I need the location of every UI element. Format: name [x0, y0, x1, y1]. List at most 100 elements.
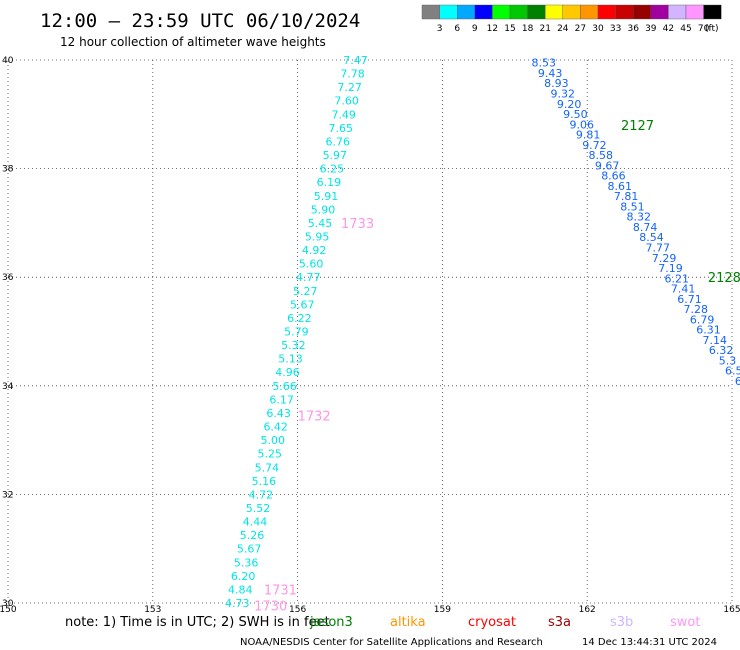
data-label: 6.19 — [317, 176, 342, 189]
y-tick-label: 36 — [2, 273, 14, 283]
legend-label: 36 — [627, 24, 639, 34]
data-label: 7.27 — [337, 81, 362, 94]
data-label: 6.5 — [725, 365, 740, 378]
x-tick-label: 159 — [434, 605, 451, 615]
legend-label: 45 — [680, 24, 691, 34]
data-label: 4.72 — [249, 488, 274, 501]
data-label: 6.21 — [665, 272, 690, 285]
legend-swatch — [668, 4, 687, 20]
pass-label: 2127 — [621, 119, 654, 134]
data-label: 6.32 — [709, 344, 734, 357]
data-label: 4.77 — [296, 271, 321, 284]
legend-label: 15 — [504, 24, 515, 34]
data-label: 7.81 — [614, 190, 639, 203]
data-label: 6.43 — [266, 407, 291, 420]
legend-label: 27 — [575, 24, 586, 34]
x-axis-ticks: 150 153 156 159 162 165 — [0, 605, 740, 615]
legend-swatch — [562, 4, 581, 20]
legend-label: 42 — [663, 24, 674, 34]
data-label: 9.06 — [570, 118, 595, 131]
legend-swatch — [650, 4, 669, 20]
legend-swatch — [597, 4, 616, 20]
y-tick-label: 40 — [2, 56, 14, 66]
data-label: 9.81 — [576, 129, 601, 142]
y-tick-label: 30 — [2, 599, 14, 609]
data-label: 5.00 — [260, 434, 285, 447]
data-label: 9.67 — [595, 159, 620, 172]
plot-frame — [7, 59, 733, 604]
data-label: 7.29 — [652, 252, 677, 265]
legend-swatch — [703, 4, 722, 20]
legend-label: 12 — [487, 24, 498, 34]
data-label: 6.71 — [677, 293, 702, 306]
y-tick-label: 38 — [2, 165, 14, 175]
data-label: 5.52 — [246, 502, 271, 515]
legend-swatch — [457, 4, 476, 20]
data-label: 5.13 — [278, 353, 303, 366]
legend-swatch — [615, 4, 634, 20]
chart-subtitle: 12 hour collection of altimeter wave hei… — [60, 35, 326, 49]
color-scale-legend: 3 6 9 12 15 18 21 24 27 30 33 36 39 42 45 70 — [421, 4, 722, 34]
data-label: 4.92 — [302, 244, 327, 257]
data-label: 6.25 — [320, 163, 345, 176]
legend-label: 18 — [522, 24, 534, 34]
data-label: 9.32 — [551, 88, 576, 101]
pass-label: 1732 — [298, 410, 331, 425]
data-label: 8.32 — [627, 211, 652, 224]
legend-label: 70 — [698, 24, 710, 34]
legend-unit: (ft) — [705, 24, 719, 34]
data-label: 5.90 — [311, 203, 336, 216]
track-1: 7.477.787.277.607.497.656.765.976.256.19… — [225, 54, 368, 610]
legend-swatch — [580, 4, 599, 20]
data-label: 4.73 — [225, 597, 250, 610]
data-label: 6.20 — [231, 570, 256, 583]
pass-label: 1731 — [264, 583, 297, 598]
data-label: 7.78 — [340, 68, 365, 81]
data-label: 8.61 — [608, 180, 633, 193]
data-label: 5.36 — [234, 556, 259, 569]
data-label: 6. — [735, 375, 740, 388]
data-label: 9.50 — [563, 108, 588, 121]
x-tick-label: 153 — [144, 605, 161, 615]
data-label: 7.47 — [343, 54, 368, 67]
data-label: 5.45 — [308, 217, 333, 230]
legend-swatch — [527, 4, 546, 20]
data-label: 5.3 — [719, 354, 737, 367]
y-axis-ticks: 30 32 34 36 38 40 — [2, 56, 14, 609]
legend-label: 30 — [592, 24, 604, 34]
data-label: 4.84 — [228, 583, 253, 596]
data-label: 7.19 — [658, 262, 683, 275]
data-label: 5.95 — [305, 230, 330, 243]
data-label: 8.66 — [601, 170, 626, 183]
data-label: 8.93 — [544, 77, 569, 90]
legend-label: 24 — [557, 24, 569, 34]
satellite-label: altika — [390, 615, 426, 630]
data-label: 5.91 — [314, 190, 339, 203]
footer-timestamp: 14 Dec 13:44:31 UTC 2024 — [582, 637, 717, 648]
data-label: 6.22 — [287, 312, 312, 325]
legend-swatch — [421, 4, 440, 20]
data-label: 7.49 — [331, 108, 356, 121]
pass-annotations: 1733 1732 1731 1730 2127 2128 — [254, 119, 740, 615]
data-label: 6.17 — [269, 393, 294, 406]
data-label: 5.67 — [290, 298, 315, 311]
x-tick-label: 150 — [0, 605, 17, 615]
satellite-label: s3b — [610, 615, 633, 630]
data-label: 8.74 — [633, 221, 658, 234]
pass-label: 2128 — [708, 271, 740, 286]
data-label: 6.76 — [326, 135, 351, 148]
x-tick-label: 162 — [579, 605, 596, 615]
y-tick-label: 32 — [2, 490, 13, 500]
legend-label: 9 — [472, 24, 478, 34]
satellite-legend: jason3 altika cryosat s3a s3b swot — [309, 615, 700, 630]
legend-label: 3 — [437, 24, 443, 34]
footer-note: note: 1) Time is in UTC; 2) SWH is in fe… — [65, 615, 330, 630]
legend-label: 33 — [610, 24, 621, 34]
data-label: 8.54 — [639, 231, 664, 244]
data-label: 5.32 — [281, 339, 306, 352]
data-label: 7.28 — [684, 303, 709, 316]
data-label: 7.14 — [703, 334, 728, 347]
data-label: 5.27 — [293, 285, 318, 298]
data-label: 5.26 — [240, 529, 265, 542]
data-label: 5.66 — [272, 380, 297, 393]
